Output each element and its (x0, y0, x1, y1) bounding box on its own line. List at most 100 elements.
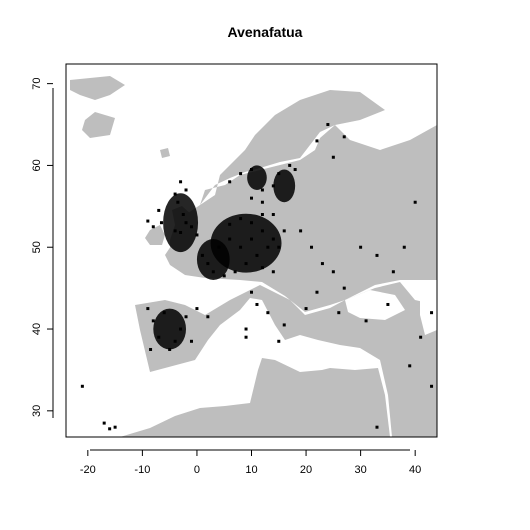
x-axis: -20 -10 0 10 20 30 40 (80, 449, 421, 476)
occurrence-point (331, 155, 335, 159)
occurrence-point (315, 139, 319, 143)
map-title: Avenafatua (227, 24, 303, 40)
occurrence-point (181, 213, 185, 217)
occurrence-point (108, 427, 112, 431)
occurrence-point (326, 123, 330, 127)
x-tick-label: -20 (80, 464, 96, 476)
occurrence-point (277, 245, 281, 249)
occurrence-point (157, 335, 161, 339)
occurrence-point (102, 421, 106, 425)
occurrence-cluster (163, 193, 199, 253)
occurrence-point (315, 290, 319, 294)
occurrence-point (364, 319, 368, 323)
occurrence-point (271, 237, 275, 241)
map-panel (66, 64, 437, 437)
occurrence-point (266, 311, 270, 315)
occurrence-point (260, 213, 264, 217)
occurrence-point (260, 200, 264, 204)
occurrence-point (419, 335, 423, 339)
occurrence-point (222, 274, 226, 278)
occurrence-point (375, 253, 379, 257)
occurrence-point (113, 425, 117, 429)
occurrence-point (146, 219, 150, 223)
occurrence-point (162, 311, 166, 315)
occurrence-point (195, 307, 199, 311)
occurrence-point (173, 229, 177, 233)
occurrence-point (244, 335, 248, 339)
x-tick-label: -10 (134, 464, 150, 476)
occurrence-point (331, 270, 335, 274)
occurrence-point (255, 253, 259, 257)
y-tick-label: 30 (31, 405, 43, 417)
occurrence-point (359, 245, 363, 249)
occurrence-point (260, 266, 264, 270)
y-tick-label: 60 (31, 159, 43, 171)
occurrence-cluster (196, 239, 230, 280)
occurrence-point (255, 302, 259, 306)
occurrence-point (271, 270, 275, 274)
occurrence-point (266, 245, 270, 249)
occurrence-point (184, 221, 188, 225)
occurrence-point (184, 315, 188, 319)
occurrence-point (375, 425, 379, 429)
occurrence-point (277, 172, 281, 176)
occurrence-point (293, 168, 297, 172)
occurrence-point (250, 196, 253, 200)
occurrence-point (282, 323, 286, 327)
y-axis: 30 40 50 60 70 (31, 78, 54, 418)
occurrence-point (342, 135, 346, 139)
occurrence-point (189, 225, 193, 229)
occurrence-point (239, 245, 243, 249)
occurrence-point (239, 172, 243, 176)
occurrence-point (211, 270, 215, 274)
occurrence-point (217, 245, 221, 249)
occurrence-point (228, 180, 232, 184)
occurrence-point (250, 237, 253, 241)
occurrence-point (206, 315, 210, 319)
occurrence-point (200, 253, 204, 257)
y-tick-label: 50 (31, 241, 43, 253)
occurrence-point (228, 222, 232, 226)
occurrence-cluster (153, 308, 187, 350)
occurrence-point (173, 339, 177, 343)
occurrence-point (320, 262, 324, 266)
occurrence-point (189, 339, 193, 343)
occurrence-point (244, 262, 248, 266)
occurrence-point (408, 364, 412, 368)
occurrence-point (80, 384, 84, 388)
occurrence-point (413, 200, 417, 204)
black-sea (345, 290, 405, 320)
x-tick-label: 20 (300, 464, 312, 476)
occurrence-point (146, 307, 150, 311)
occurrence-point (157, 208, 161, 212)
occurrence-point (277, 339, 281, 343)
occurrence-point (239, 217, 243, 221)
occurrence-point (310, 245, 314, 249)
occurrence-cluster (247, 165, 267, 190)
y-tick-label: 40 (31, 323, 43, 335)
occurrence-point (260, 188, 264, 192)
occurrence-point (430, 311, 434, 315)
x-tick-label: 0 (194, 464, 200, 476)
occurrence-point (244, 327, 248, 331)
occurrence-point (250, 290, 253, 294)
occurrence-point (386, 302, 390, 306)
occurrence-point (168, 347, 172, 351)
caspian-sea (420, 285, 437, 335)
occurrence-point (173, 192, 177, 196)
occurrence-point (151, 319, 155, 323)
x-tick-label: 30 (354, 464, 366, 476)
occurrence-point (179, 180, 183, 184)
plot-frame (65, 63, 438, 438)
occurrence-point (228, 237, 232, 241)
occurrence-point (304, 307, 308, 311)
occurrence-point (195, 233, 199, 237)
x-tick-label: 40 (409, 464, 421, 476)
occurrence-point (250, 221, 253, 225)
occurrence-point (179, 231, 183, 235)
occurrence-point (149, 347, 153, 351)
occurrence-point (184, 188, 188, 192)
occurrence-point (337, 311, 341, 315)
occurrence-point (176, 200, 180, 204)
